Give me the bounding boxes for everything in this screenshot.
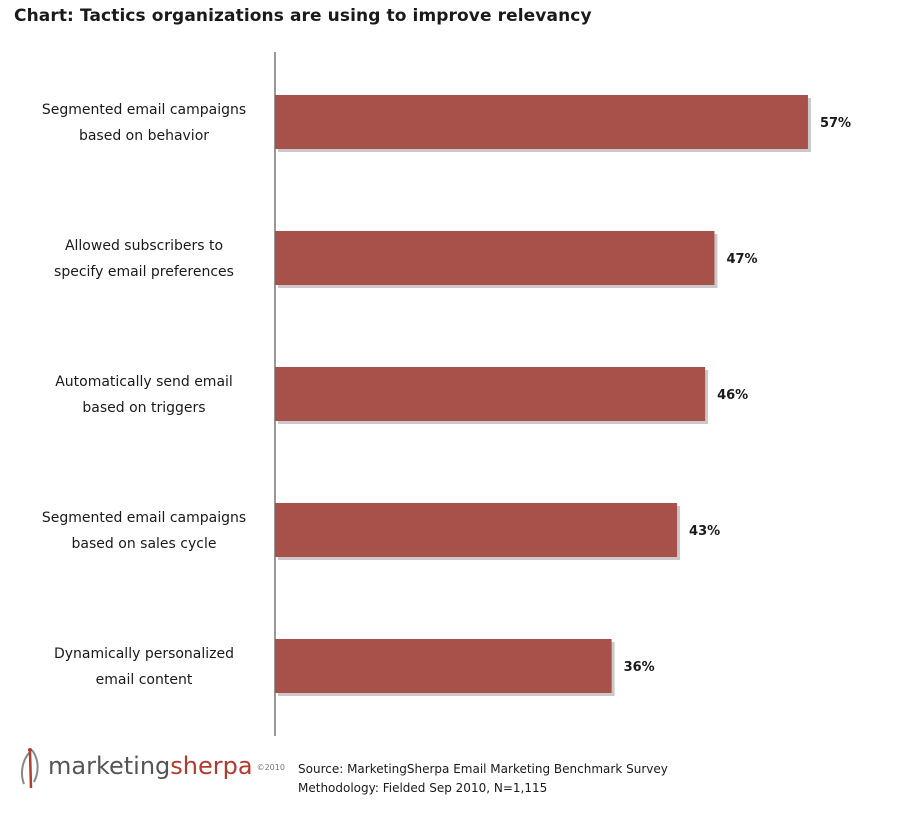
value-label-2: 47% bbox=[726, 252, 757, 267]
sherpa-figure-icon bbox=[21, 748, 39, 788]
bar-4 bbox=[275, 503, 678, 557]
source-note: Source: MarketingSherpa Email Marketing … bbox=[298, 762, 668, 776]
category-label-1-line-1: Segmented email campaigns bbox=[42, 102, 246, 118]
value-label-1: 57% bbox=[820, 116, 851, 131]
bar-1 bbox=[275, 95, 808, 149]
category-label-5-line-2: email content bbox=[96, 672, 193, 688]
chart-footer: Source: MarketingSherpa Email Marketing … bbox=[298, 760, 668, 798]
logo-text-marketing: marketing bbox=[48, 752, 171, 780]
marketingsherpa-logo: marketingsherpa ©2010 bbox=[18, 742, 285, 792]
category-label-4-line-2: based on sales cycle bbox=[72, 536, 217, 552]
bar-3 bbox=[275, 367, 706, 421]
category-label-3-line-2: based on triggers bbox=[82, 400, 205, 416]
category-label-4-line-1: Segmented email campaigns bbox=[42, 510, 246, 526]
logo-text-sherpa: sherpa bbox=[170, 752, 253, 780]
category-label-5-line-1: Dynamically personalized bbox=[54, 646, 234, 662]
bar-2 bbox=[275, 231, 715, 285]
category-label-2-line-2: specify email preferences bbox=[54, 264, 234, 280]
logo-year: ©2010 bbox=[256, 762, 285, 772]
value-label-5: 36% bbox=[624, 660, 655, 675]
value-label-4: 43% bbox=[689, 524, 720, 539]
chart-title: Chart: Tactics organizations are using t… bbox=[14, 6, 592, 26]
category-label-2-line-1: Allowed subscribers to bbox=[65, 238, 223, 254]
bar-chart: 57% Segmented email campaigns based on beh… bbox=[42, 52, 851, 736]
methodology-note: Methodology: Fielded Sep 2010, N=1,115 bbox=[298, 781, 548, 795]
category-label-1-line-2: based on behavior bbox=[79, 128, 209, 144]
category-label-3-line-1: Automatically send email bbox=[55, 374, 233, 390]
value-label-3: 46% bbox=[717, 388, 748, 403]
bar-5 bbox=[275, 639, 612, 693]
